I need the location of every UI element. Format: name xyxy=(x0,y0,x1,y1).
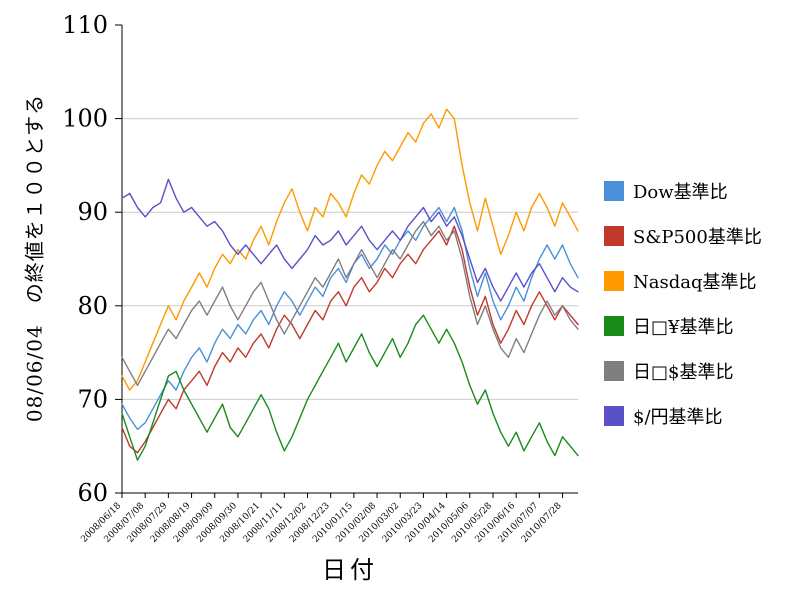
y-axis-title: 08/06/04 の終値を１００とする xyxy=(22,93,47,423)
legend-item-nasdaq: Nasdaq基準比 xyxy=(604,258,762,303)
series-line-日□¥基準比 xyxy=(121,314,579,461)
series-line-Nasdaq基準比 xyxy=(121,108,579,391)
y-tick-label: 100 xyxy=(62,105,108,133)
y-tick-label: 80 xyxy=(77,292,108,320)
legend-item-dollar-yen: $/円基準比 xyxy=(604,393,762,438)
legend-item-nikkei-dollar: 日□$基準比 xyxy=(604,348,762,393)
legend-label: S&P500基準比 xyxy=(633,226,762,248)
series-line-$/円基準比 xyxy=(121,178,579,302)
series-line-Dow基準比 xyxy=(121,206,579,431)
x-axis-title: 日付 xyxy=(322,556,378,584)
y-tick-label: 90 xyxy=(77,198,108,226)
legend: Dow基準比 S&P500基準比 Nasdaq基準比 日□¥基準比 日□$基準比… xyxy=(604,168,762,438)
nasdaq-swatch-icon xyxy=(604,270,624,291)
legend-label: 日□¥基準比 xyxy=(633,316,734,338)
y-tick-label: 70 xyxy=(77,385,108,413)
legend-label: 日□$基準比 xyxy=(633,361,734,383)
dollar-yen-swatch-icon xyxy=(604,405,624,426)
y-tick-label: 60 xyxy=(77,479,108,507)
legend-label: Nasdaq基準比 xyxy=(633,271,757,293)
sp500-swatch-icon xyxy=(604,225,624,246)
nikkei-yen-swatch-icon xyxy=(604,315,624,336)
legend-label: $/円基準比 xyxy=(633,406,723,428)
dow-swatch-icon xyxy=(604,180,624,201)
legend-label: Dow基準比 xyxy=(633,181,728,203)
series-line-S&P500基準比 xyxy=(121,225,579,454)
series-line-日□$基準比 xyxy=(121,220,579,387)
legend-item-dow: Dow基準比 xyxy=(604,168,762,213)
legend-item-nikkei-yen: 日□¥基準比 xyxy=(604,303,762,348)
legend-item-sp500: S&P500基準比 xyxy=(604,213,762,258)
nikkei-dollar-swatch-icon xyxy=(604,360,624,381)
y-tick-label: 110 xyxy=(62,11,108,39)
